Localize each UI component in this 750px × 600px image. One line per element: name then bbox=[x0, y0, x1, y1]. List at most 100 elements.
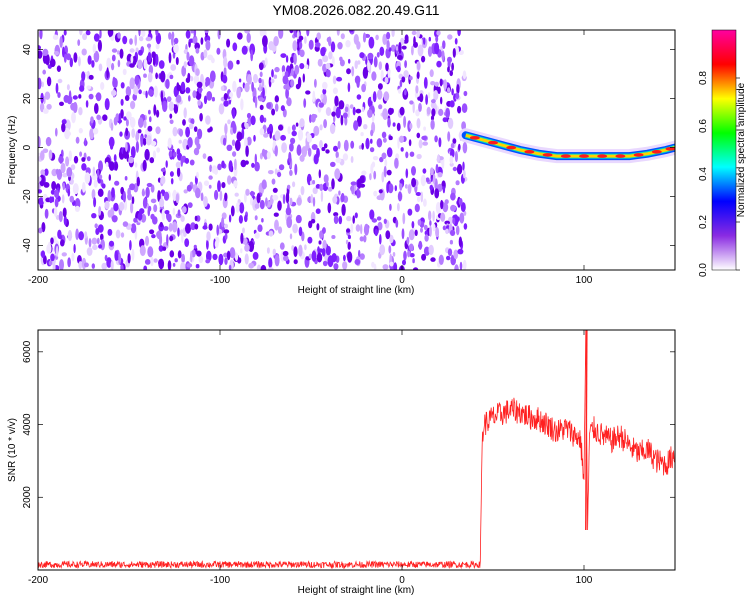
spectrogram-cell bbox=[259, 114, 265, 124]
spectrogram-cell bbox=[153, 85, 158, 98]
spectrogram-cell bbox=[221, 160, 225, 169]
spectrogram-cell bbox=[145, 90, 148, 99]
spectrogram-cell bbox=[144, 259, 151, 265]
spectrogram-cell bbox=[143, 119, 147, 129]
spectrogram-cell bbox=[58, 211, 63, 223]
spectrogram-cell bbox=[205, 259, 211, 264]
spectrogram-cell bbox=[150, 198, 157, 204]
spectrogram-cell bbox=[188, 95, 191, 102]
spectrogram-cell bbox=[283, 255, 289, 262]
spectrogram-cell bbox=[359, 253, 365, 260]
y-tick-label: 20 bbox=[22, 93, 33, 105]
spectrogram-cell bbox=[287, 126, 291, 134]
spectrogram-cell bbox=[244, 253, 249, 265]
spectrogram-cell bbox=[396, 122, 401, 132]
spectrogram-cell bbox=[249, 191, 256, 196]
spectrogram-cell bbox=[118, 253, 122, 265]
spectrogram-cell bbox=[291, 130, 297, 137]
spectrogram-cell bbox=[383, 218, 387, 224]
spectrogram-cell bbox=[322, 81, 328, 90]
spectrogram-cell bbox=[146, 43, 152, 48]
snr-spike bbox=[585, 330, 588, 531]
spectrogram-cell bbox=[152, 54, 156, 66]
spectrogram-cell bbox=[308, 253, 313, 259]
spectrogram-cell bbox=[234, 192, 239, 197]
spectrogram-cell bbox=[45, 136, 52, 147]
spectrogram-cell bbox=[111, 187, 115, 198]
spectrogram-cell bbox=[407, 184, 412, 195]
spectrogram-cell bbox=[264, 57, 268, 66]
spectrogram-cell bbox=[172, 262, 176, 267]
spectrogram-cell bbox=[423, 198, 427, 207]
spectrogram-cell bbox=[254, 232, 260, 239]
spectrogram-cell bbox=[332, 75, 337, 85]
spectrogram-cell bbox=[244, 82, 250, 93]
spectrogram-cell bbox=[296, 30, 300, 40]
spectrogram-cell bbox=[436, 60, 442, 68]
spectrogram-cell bbox=[312, 187, 318, 195]
spectrogram-cell bbox=[251, 81, 255, 92]
spectrogram-cell bbox=[66, 167, 73, 178]
spectrogram-cell bbox=[57, 92, 61, 98]
spectrogram-cell bbox=[156, 230, 162, 240]
spectrogram-cell bbox=[438, 108, 444, 116]
spectrogram-cell bbox=[199, 112, 203, 122]
spectrogram-cell bbox=[223, 93, 228, 101]
spectrogram-cell bbox=[347, 82, 351, 93]
spectrogram-cell bbox=[377, 89, 383, 100]
spectrogram-cell bbox=[207, 156, 213, 162]
spectrogram-cell bbox=[302, 73, 305, 83]
spectrogram-cell bbox=[106, 67, 109, 79]
signal-track bbox=[458, 128, 675, 164]
spectrogram-cell bbox=[457, 105, 462, 114]
spectrogram-cell bbox=[228, 92, 234, 98]
spectrogram-cell bbox=[116, 50, 120, 55]
spectrogram-cell bbox=[69, 178, 74, 185]
spectrogram-cell bbox=[160, 70, 166, 83]
spectrogram-cell bbox=[246, 112, 252, 119]
spectrogram-cell bbox=[306, 30, 310, 37]
spectrogram-cell bbox=[272, 248, 276, 256]
spectrogram-cell bbox=[91, 213, 97, 219]
spectrogram-cell bbox=[91, 60, 95, 68]
spectrogram-cell bbox=[208, 175, 213, 180]
spectrogram-cell bbox=[149, 157, 155, 164]
spectrogram-cell bbox=[229, 247, 236, 259]
spectrogram-cell bbox=[428, 244, 434, 256]
spectrogram-cell bbox=[113, 202, 119, 212]
spectrogram-cell bbox=[181, 65, 187, 77]
spectrogram-cell bbox=[203, 180, 210, 186]
spectrogram-cell bbox=[456, 163, 463, 175]
spectrogram-cell bbox=[441, 159, 445, 169]
spectrogram-cell bbox=[94, 223, 98, 229]
spectrogram-cell bbox=[62, 173, 68, 178]
spectrogram-cell bbox=[454, 264, 459, 270]
spectrogram-cell bbox=[271, 178, 276, 185]
spectrogram-cell bbox=[135, 132, 139, 142]
spectrogram-cell bbox=[149, 116, 152, 123]
spectrogram-cell bbox=[55, 215, 60, 220]
spectrogram-cell bbox=[203, 49, 208, 58]
spectrogram-cell bbox=[325, 107, 332, 116]
spectrogram-cell bbox=[223, 100, 229, 107]
spectrogram-cell bbox=[293, 246, 298, 258]
spectrogram-cell bbox=[232, 151, 237, 157]
spectrogram-cell bbox=[316, 252, 323, 263]
spectrogram-cell bbox=[256, 193, 261, 204]
spectrogram-cell bbox=[192, 35, 198, 45]
spectrogram-cell bbox=[194, 215, 198, 222]
spectrogram-cell bbox=[379, 234, 382, 245]
spectrogram-cell bbox=[369, 147, 375, 153]
spectrogram-cell bbox=[404, 60, 407, 69]
spectrogram-cell bbox=[62, 182, 66, 191]
spectrogram-cell bbox=[428, 210, 432, 221]
spectrogram-cell bbox=[437, 86, 441, 95]
spectrogram-cell bbox=[452, 138, 457, 144]
spectrogram-cell bbox=[311, 114, 318, 119]
spectrogram-cell bbox=[217, 163, 222, 171]
spectrogram-cell bbox=[68, 150, 73, 162]
spectrogram-cell bbox=[78, 231, 84, 241]
spectrogram-cell bbox=[132, 55, 137, 66]
spectrogram-cell bbox=[315, 184, 321, 189]
spectrogram-cell bbox=[351, 66, 355, 77]
